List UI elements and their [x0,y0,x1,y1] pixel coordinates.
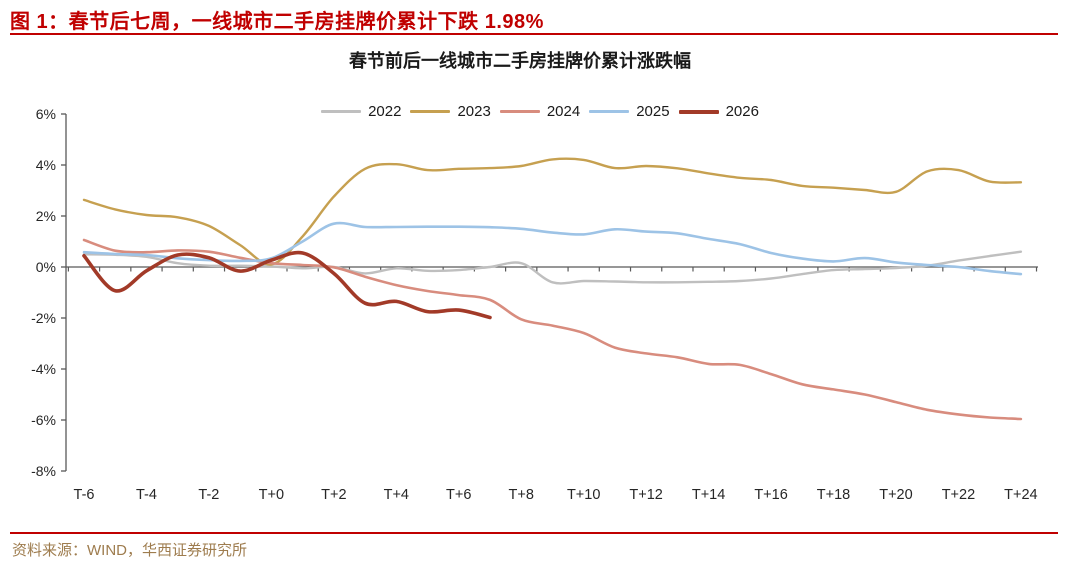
legend-line-swatch-2023 [410,110,451,113]
series-line-2026 [82,250,492,320]
y-axis-label: 4% [35,157,56,173]
legend-item-2023: 2023 [410,103,491,120]
legend-line-swatch-2026 [678,109,719,114]
legend-label: 2026 [725,103,759,120]
series-line-2025 [82,221,1023,276]
y-axis-label: -2% [31,310,56,326]
legend-item-2022: 2022 [321,103,401,120]
legend-label: 2022 [368,103,402,120]
legend-line-swatch-2025 [589,110,630,113]
x-axis-label: T+16 [754,487,788,503]
footer-rule [10,532,1058,534]
y-axis-label: 6% [35,106,56,122]
x-axis-label: T+20 [879,487,913,503]
legend-label: 2024 [546,103,581,120]
figure-title: 图 1：春节后七周，一线城市二手房挂牌价累计下跌 1.98% [10,11,544,33]
legend-label: 2023 [457,103,491,120]
y-axis-label: 2% [35,208,56,224]
x-axis-label: T+12 [629,487,663,503]
chart-legend: 2022 2023 2024 2025 2026 [0,103,1080,120]
x-axis-label: T-4 [135,487,157,503]
y-axis-label: -6% [31,412,56,428]
legend-item-2024: 2024 [499,103,581,120]
x-axis-label: T+8 [508,487,534,503]
x-axis-label: T+4 [383,487,409,503]
x-axis-label: T+14 [691,487,726,503]
x-axis-label: T+2 [321,487,347,503]
series-line-2023 [82,157,1023,266]
legend-item-2025: 2025 [589,103,670,120]
x-axis-label: T+0 [258,487,285,503]
x-axis-label: T+18 [816,487,851,503]
x-axis-label: T+10 [566,487,601,503]
legend-line-swatch-2022 [321,110,362,113]
series-line-2024 [82,238,1023,421]
y-axis-label: 0% [35,259,56,275]
legend-label: 2025 [636,103,670,120]
legend-item-2026: 2026 [678,103,759,120]
y-axis-label: -8% [31,463,56,479]
figure-title-rule [10,33,1058,35]
x-axis-label: T+22 [941,487,976,503]
x-axis-label: T+24 [1004,487,1038,503]
data-source-note: 资料来源：WIND，华西证券研究所 [12,542,247,559]
chart-title: 春节前后一线城市二手房挂牌价累计涨跌幅 [349,51,691,71]
legend-line-swatch-2024 [499,110,540,113]
x-axis-label: T+6 [446,487,472,503]
x-axis-label: T-6 [73,487,95,503]
x-axis-label: T-2 [198,487,220,503]
series-line-2022 [82,250,1023,285]
y-axis-label: -4% [31,361,56,377]
